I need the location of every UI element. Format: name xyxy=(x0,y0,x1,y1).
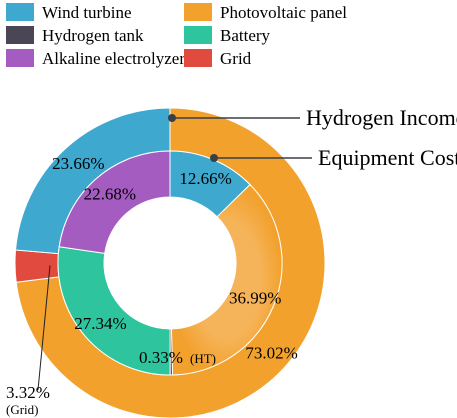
legend-label-battery: Battery xyxy=(220,26,271,45)
legend-swatch-battery xyxy=(184,26,212,44)
legend-label-grid: Grid xyxy=(220,49,252,68)
inner-label-hydrogen-tank: 0.33% xyxy=(139,348,183,367)
legend-swatch-hydrogen-tank xyxy=(6,26,34,44)
legend-item-wind-turbine: Wind turbine xyxy=(6,3,132,22)
inner-slice-alkaline-electrolyzer xyxy=(58,150,171,254)
legend-label-hydrogen-tank: Hydrogen tank xyxy=(42,26,144,45)
ring-callouts: Hydrogen Income Equipment Cost xyxy=(168,105,457,170)
legend-label-alkaline-electrolyzer: Alkaline electrolyzer xyxy=(42,49,185,68)
legend-item-hydrogen-tank: Hydrogen tank xyxy=(6,26,144,45)
outer-label-grid: 3.32% xyxy=(6,383,50,402)
inner-sublabel-hydrogen-tank: (HT) xyxy=(190,351,216,366)
inner-label-battery: 27.34% xyxy=(74,314,126,333)
outer-label-wind-turbine: 23.66% xyxy=(52,154,104,173)
equipment-cost-callout-label: Equipment Cost xyxy=(318,145,457,170)
outer-label-photovoltaic-panel: 73.02% xyxy=(245,344,297,363)
legend-label-photovoltaic-panel: Photovoltaic panel xyxy=(220,3,347,22)
legend-item-grid: Grid xyxy=(184,49,252,68)
grid-leader-line xyxy=(37,265,51,391)
legend-label-wind-turbine: Wind turbine xyxy=(42,3,132,22)
outer-slice-grid xyxy=(14,249,60,283)
inner-slice-battery xyxy=(57,246,171,376)
inner-label-wind-turbine: 12.66% xyxy=(179,169,231,188)
legend-swatch-wind-turbine xyxy=(6,3,34,21)
inner-label-alkaline-electrolyzer: 22.68% xyxy=(84,184,136,203)
inner-slice-photovoltaic-panel xyxy=(170,183,283,376)
inner-label-photovoltaic-panel: 36.99% xyxy=(229,289,281,308)
legend-swatch-alkaline-electrolyzer xyxy=(6,49,34,67)
outer-sublabel-grid: (Grid) xyxy=(6,402,39,417)
inner-ring xyxy=(57,150,283,376)
hydrogen-income-callout-label: Hydrogen Income xyxy=(306,105,457,130)
legend-item-battery: Battery xyxy=(184,26,271,45)
slice-labels: 73.02% 3.32%(Grid) 23.66% 12.66% 36.99% 0.33%… xyxy=(6,154,298,417)
legend-item-photovoltaic-panel: Photovoltaic panel xyxy=(184,3,347,22)
legend-swatch-grid xyxy=(184,49,212,67)
legend-item-alkaline-electrolyzer: Alkaline electrolyzer xyxy=(6,49,185,68)
legend-swatch-photovoltaic-panel xyxy=(184,3,212,21)
legend: Wind turbine Photovoltaic panel Hydrogen t… xyxy=(6,3,347,68)
